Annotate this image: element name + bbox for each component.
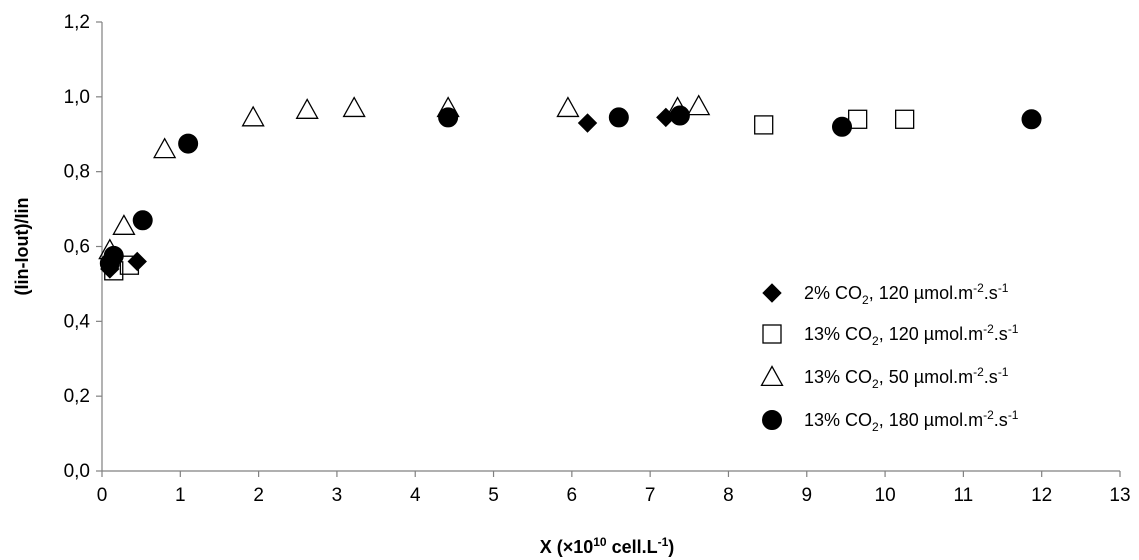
legend-item-2: 13% CO2, 120 µmol.m-2.s-1	[762, 322, 1019, 348]
data-point	[669, 105, 690, 126]
legend-item-1: 2% CO2, 120 µmol.m-2.s-1	[762, 281, 1009, 307]
x-tick-label: 12	[1031, 485, 1052, 506]
x-title-tail-sup: -1	[658, 535, 669, 549]
legend-text-part: 13% CO	[804, 367, 872, 387]
data-point	[127, 251, 147, 272]
legend-text-part: 2% CO	[804, 283, 862, 303]
x-tick-label: 13	[1109, 485, 1130, 506]
series-4	[99, 105, 1042, 274]
legend-item-4: 13% CO2, 180 µmol.m-2.s-1	[762, 408, 1019, 434]
data-point	[112, 214, 136, 235]
legend-label: 13% CO2, 180 µmol.m-2.s-1	[804, 408, 1019, 434]
legend-marker	[762, 283, 782, 303]
legend-sub: 2	[872, 334, 879, 348]
x-title-end: )	[668, 537, 674, 557]
legend-sup: -2	[973, 365, 984, 379]
x-tick-label: 1	[175, 485, 186, 506]
axes: 0,00,20,40,60,81,01,20 1 2 3 4 5 6 7 8 9 10 11 12 13	[64, 12, 1131, 506]
x-tick-label: 7	[645, 485, 656, 506]
legend-text-part: .s	[994, 324, 1008, 344]
data-point	[556, 96, 580, 118]
y-tick-label: 0,2	[64, 386, 90, 407]
data-point	[438, 107, 459, 128]
legend-text-part: , 180 µmol.m	[879, 410, 983, 430]
legend-label: 13% CO2, 50 µmol.m-2.s-1	[804, 365, 1009, 391]
x-tick-label: 5	[488, 485, 499, 506]
series-2	[104, 109, 915, 281]
data-point	[119, 255, 140, 275]
legend-text-part: .s	[984, 367, 998, 387]
legend-text-part: , 120 µmol.m	[879, 324, 983, 344]
x-tick-label: 4	[410, 485, 421, 506]
legend-sup: -1	[1008, 322, 1019, 336]
legend-sub: 2	[862, 293, 869, 307]
data-point	[754, 115, 774, 135]
y-tick-label: 1,0	[64, 87, 90, 108]
legend-text-part: 13% CO	[804, 324, 872, 344]
legend-marker	[760, 365, 784, 387]
legend: 2% CO2, 120 µmol.m-2.s-113% CO2, 120 µmo…	[760, 281, 1019, 434]
data-point	[1021, 109, 1042, 130]
y-tick-label: 0,0	[64, 461, 90, 482]
data-point	[848, 109, 868, 129]
x-tick-label: 10	[875, 485, 896, 506]
data-point	[687, 94, 711, 116]
x-tick-label: 0	[97, 485, 108, 506]
x-tick-label: 3	[332, 485, 343, 506]
data-point	[342, 96, 366, 118]
data-point	[295, 98, 319, 119]
data-point	[832, 116, 853, 137]
data-point	[153, 137, 177, 159]
data-point	[132, 210, 153, 231]
data-point	[577, 113, 598, 133]
x-title-tail: cell.L	[607, 537, 658, 557]
y-tick-label: 0,4	[64, 311, 91, 332]
legend-sup: -2	[973, 281, 984, 295]
legend-sub: 2	[872, 420, 879, 434]
y-tick-label: 0,6	[64, 237, 90, 258]
data-points	[98, 94, 1042, 281]
legend-text-part: 13% CO	[804, 410, 872, 430]
data-point	[241, 105, 265, 127]
y-tick-label: 0,8	[64, 162, 90, 183]
x-title-main: X (×10	[540, 537, 594, 557]
legend-text-part: , 50 µmol.m	[879, 367, 973, 387]
legend-text-part: .s	[994, 410, 1008, 430]
legend-sup: -2	[983, 408, 994, 422]
x-tick-label: 11	[954, 485, 974, 506]
legend-sup: -1	[998, 281, 1009, 295]
x-tick-label: 8	[723, 485, 734, 506]
legend-item-3: 13% CO2, 50 µmol.m-2.s-1	[760, 365, 1009, 391]
x-axis-title: X (×1010 cell.L-1)	[540, 535, 675, 557]
legend-label: 2% CO2, 120 µmol.m-2.s-1	[804, 281, 1009, 307]
y-axis-title: (Iin-Iout)/Iin	[12, 198, 32, 296]
legend-text-part: , 120 µmol.m	[869, 283, 973, 303]
x-tick-label: 2	[253, 485, 264, 506]
legend-marker	[762, 410, 782, 430]
legend-sup: -1	[998, 365, 1009, 379]
data-point	[178, 133, 199, 154]
y-tick-label: 1,2	[64, 12, 90, 33]
legend-sub: 2	[872, 377, 879, 391]
x-title-sup: 10	[593, 535, 607, 549]
legend-text-part: .s	[984, 283, 998, 303]
data-point	[99, 253, 120, 274]
legend-sup: -1	[1008, 408, 1019, 422]
legend-label: 13% CO2, 120 µmol.m-2.s-1	[804, 322, 1019, 348]
legend-marker	[762, 324, 782, 344]
legend-sup: -2	[983, 322, 994, 336]
x-tick-label: 6	[567, 485, 578, 506]
data-point	[895, 109, 915, 129]
x-tick-label: 9	[801, 485, 812, 506]
data-point	[608, 107, 629, 128]
